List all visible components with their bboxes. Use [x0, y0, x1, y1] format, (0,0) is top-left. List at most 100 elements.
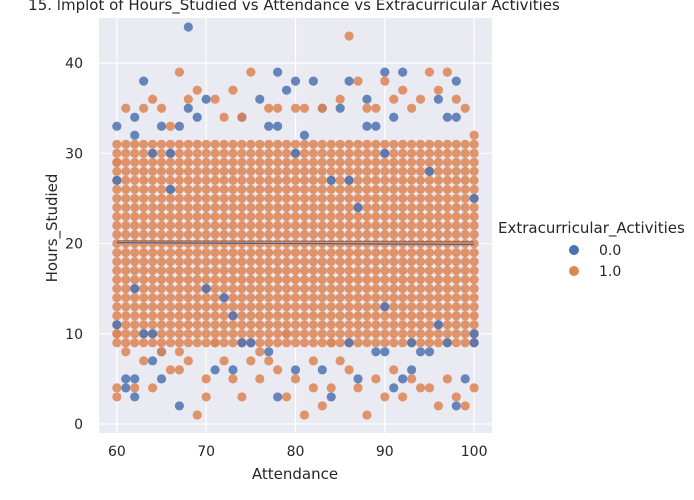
- legend-marker-0: [569, 245, 579, 255]
- scatter-point: [228, 329, 238, 339]
- scatter-point: [156, 157, 167, 167]
- scatter-point: [139, 311, 149, 321]
- scatter-point: [183, 229, 193, 240]
- scatter-point: [219, 247, 229, 258]
- scatter-point: [147, 311, 158, 321]
- scatter-point: [460, 175, 470, 185]
- scatter-point: [317, 401, 327, 411]
- scatter-point: [299, 157, 310, 167]
- scatter-point: [353, 193, 363, 204]
- scatter-point: [442, 157, 452, 167]
- scatter-point: [281, 229, 292, 240]
- scatter-point: [371, 157, 381, 167]
- scatter-point: [362, 247, 372, 258]
- scatter-point: [460, 229, 470, 240]
- scatter-point: [228, 148, 238, 158]
- scatter-point: [156, 166, 167, 176]
- scatter-point: [174, 311, 184, 321]
- scatter-point: [460, 284, 470, 294]
- scatter-point: [362, 211, 372, 222]
- scatter-point: [246, 266, 256, 276]
- scatter-point: [281, 275, 292, 285]
- scatter-point: [424, 238, 435, 249]
- scatter-point: [156, 256, 167, 267]
- scatter-point: [112, 256, 122, 267]
- scatter-point: [165, 121, 176, 131]
- scatter-point: [299, 148, 310, 158]
- scatter-point: [344, 175, 354, 185]
- scatter-point: [389, 175, 399, 185]
- scatter-point: [415, 266, 426, 276]
- scatter-point: [273, 329, 283, 339]
- scatter-point: [192, 293, 202, 303]
- scatter-point: [112, 320, 122, 330]
- scatter-point: [433, 329, 444, 339]
- scatter-point: [165, 275, 176, 285]
- scatter-point: [201, 193, 211, 204]
- scatter-point: [156, 320, 167, 330]
- scatter-point: [281, 85, 292, 95]
- scatter-point: [317, 166, 327, 176]
- scatter-point: [335, 356, 345, 366]
- scatter-point: [362, 338, 372, 348]
- scatter-point: [210, 293, 220, 303]
- scatter-point: [290, 103, 301, 113]
- scatter-point: [255, 157, 265, 167]
- scatter-point: [165, 338, 176, 348]
- scatter-point: [156, 247, 167, 258]
- scatter-point: [165, 139, 176, 149]
- scatter-point: [353, 166, 363, 176]
- scatter-point: [192, 338, 202, 348]
- scatter-point: [335, 193, 345, 204]
- scatter-point: [228, 139, 238, 149]
- scatter-point: [353, 157, 363, 167]
- scatter-point: [201, 148, 211, 158]
- scatter-point: [442, 193, 452, 204]
- scatter-point: [380, 392, 390, 402]
- scatter-point: [344, 220, 354, 231]
- scatter-point: [192, 284, 202, 294]
- scatter-point: [469, 130, 479, 140]
- scatter-point: [451, 238, 461, 249]
- scatter-point: [308, 220, 318, 231]
- y-tick-label: 20: [65, 237, 83, 253]
- scatter-point: [308, 211, 318, 222]
- scatter-point: [469, 311, 479, 321]
- scatter-point: [228, 229, 238, 240]
- scatter-point: [174, 365, 184, 375]
- scatter-point: [174, 247, 184, 258]
- scatter-point: [246, 275, 256, 285]
- scatter-point: [112, 284, 122, 294]
- scatter-point: [281, 311, 292, 321]
- scatter-point: [255, 220, 265, 231]
- scatter-point: [317, 148, 327, 158]
- scatter-point: [451, 256, 461, 267]
- scatter-point: [317, 157, 327, 167]
- scatter-point: [228, 211, 238, 222]
- scatter-point: [183, 256, 193, 267]
- scatter-point: [326, 302, 336, 312]
- scatter-point: [201, 302, 211, 312]
- scatter-point: [192, 410, 202, 420]
- scatter-point: [147, 329, 158, 339]
- scatter-point: [299, 320, 310, 330]
- scatter-point: [112, 383, 122, 393]
- scatter-point: [398, 392, 408, 402]
- scatter-point: [192, 275, 202, 285]
- scatter-point: [219, 193, 229, 204]
- scatter-point: [183, 211, 193, 222]
- scatter-point: [407, 256, 417, 267]
- scatter-point: [326, 383, 336, 393]
- scatter-point: [246, 220, 256, 231]
- scatter-point: [219, 284, 229, 294]
- scatter-point: [273, 293, 283, 303]
- scatter-point: [442, 238, 452, 249]
- scatter-point: [219, 166, 229, 176]
- scatter-point: [210, 338, 220, 348]
- scatter-point: [130, 202, 140, 213]
- scatter-point: [308, 275, 318, 285]
- scatter-point: [165, 365, 176, 375]
- scatter-point: [201, 293, 211, 303]
- scatter-point: [415, 302, 426, 312]
